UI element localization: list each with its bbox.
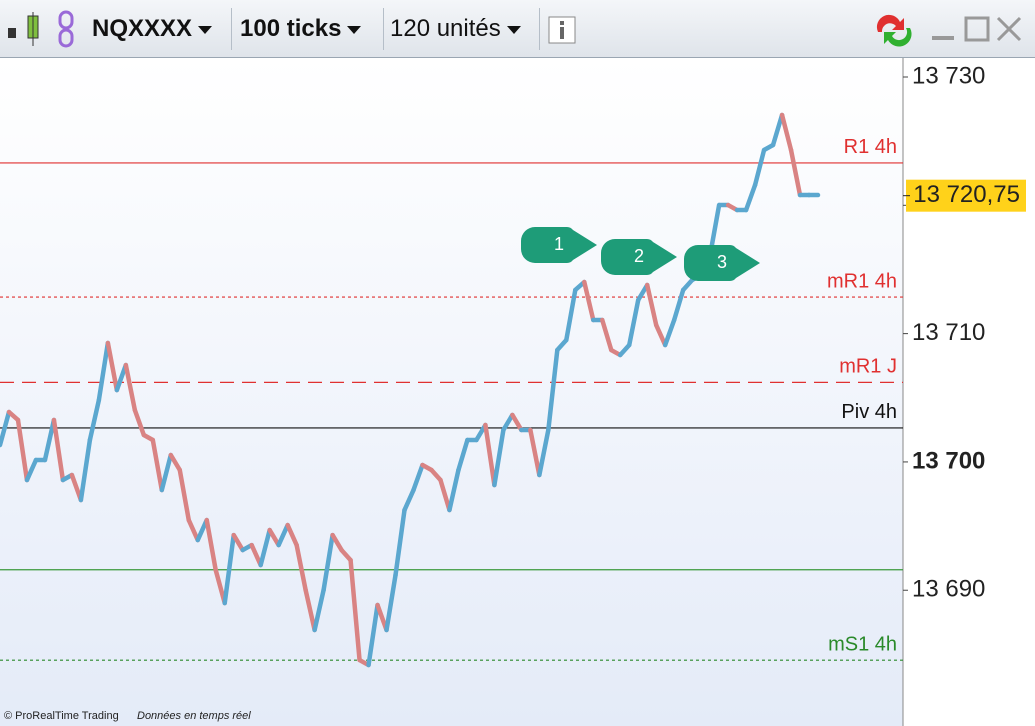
price-segment bbox=[582, 279, 596, 323]
price-segment bbox=[114, 362, 129, 393]
level-label: mR1 J bbox=[839, 356, 897, 378]
close[interactable] bbox=[996, 16, 1022, 42]
price-segment bbox=[78, 437, 93, 503]
price-segment bbox=[528, 427, 542, 478]
price-segment bbox=[564, 287, 578, 343]
price-segment bbox=[231, 532, 245, 553]
last-price-box bbox=[906, 179, 1026, 212]
refresh-button[interactable] bbox=[876, 14, 904, 32]
info-button[interactable] bbox=[548, 16, 576, 44]
price-segment bbox=[752, 147, 767, 188]
price-segment bbox=[501, 412, 515, 433]
y-tick-label: 13 710 bbox=[912, 319, 985, 346]
price-segment bbox=[168, 452, 183, 473]
units: 120 unités bbox=[390, 15, 501, 42]
price-segment bbox=[644, 282, 659, 328]
price-segment bbox=[177, 467, 192, 523]
price-segment bbox=[96, 340, 111, 403]
last-price-label: 13 720,75 bbox=[913, 181, 1020, 208]
period: 100 ticks bbox=[240, 15, 342, 42]
annotation-bubble bbox=[521, 227, 597, 263]
annotation-label: 3 bbox=[717, 252, 727, 272]
window-controls bbox=[876, 14, 1022, 47]
price-segment bbox=[456, 437, 470, 473]
annotation-label: 2 bbox=[634, 246, 644, 266]
minimize[interactable] bbox=[932, 36, 954, 40]
price-segment bbox=[537, 427, 551, 478]
price-segment bbox=[438, 477, 452, 513]
price-segment bbox=[492, 427, 506, 488]
price-segment bbox=[159, 452, 174, 493]
price-segment bbox=[87, 397, 102, 443]
price-segment bbox=[186, 517, 201, 543]
annotation-bubble bbox=[684, 245, 760, 281]
copyright: © ProRealTime Trading bbox=[4, 710, 119, 722]
price-segment bbox=[150, 437, 165, 493]
price-segment bbox=[743, 182, 758, 213]
price-segment bbox=[123, 362, 138, 413]
price-segment bbox=[671, 287, 686, 323]
status: Données en temps réel bbox=[137, 710, 251, 722]
price-segment bbox=[779, 112, 794, 153]
level-label: Piv 4h bbox=[841, 401, 897, 423]
price-segment bbox=[0, 409, 12, 448]
price-segment bbox=[312, 587, 326, 633]
price-segment bbox=[51, 417, 66, 483]
price-segment bbox=[788, 147, 803, 198]
price-segment bbox=[546, 347, 560, 433]
price-segment bbox=[662, 317, 677, 348]
price-segment bbox=[294, 542, 308, 593]
period-selector[interactable]: 100 ticks bbox=[234, 8, 384, 50]
price-segment bbox=[105, 340, 120, 393]
level-label: mR1 4h bbox=[827, 270, 897, 292]
price-segment bbox=[24, 457, 39, 483]
price-segment bbox=[285, 522, 299, 548]
price-segment bbox=[348, 557, 362, 663]
y-tick-label: 13 730 bbox=[912, 62, 985, 89]
y-tick-label: 13 700 bbox=[912, 447, 985, 474]
price-segment bbox=[276, 522, 290, 548]
annotation-label: 1 bbox=[554, 234, 564, 254]
price-segment bbox=[770, 112, 785, 148]
price-segment bbox=[15, 417, 30, 483]
price-segment bbox=[366, 602, 380, 668]
price-segment bbox=[222, 532, 236, 606]
price-segment bbox=[600, 317, 614, 353]
price-segment bbox=[483, 422, 497, 488]
y-tick-label: 13 690 bbox=[912, 576, 985, 603]
price-segment bbox=[384, 572, 398, 633]
units-selector[interactable]: 120 unités bbox=[384, 8, 540, 50]
toolbar: NQXXXX 100 ticks 120 unités bbox=[0, 0, 1035, 58]
symbol: NQXXXX bbox=[92, 15, 193, 42]
price-segment bbox=[42, 417, 57, 463]
annotation-bubble bbox=[601, 239, 677, 275]
toolbar-icons bbox=[8, 10, 74, 48]
price-segment bbox=[258, 527, 272, 568]
price-segment bbox=[393, 507, 407, 578]
price-segment bbox=[204, 517, 218, 573]
level-label: mS1 4h bbox=[828, 633, 897, 655]
price-segment bbox=[626, 297, 641, 348]
symbol-selector[interactable]: NQXXXX bbox=[86, 8, 232, 50]
price-segment bbox=[249, 542, 263, 568]
price-segment bbox=[330, 532, 344, 553]
price-segment bbox=[411, 462, 425, 493]
level-label: R1 4h bbox=[844, 136, 897, 158]
maximize[interactable] bbox=[964, 16, 990, 42]
price-segment bbox=[447, 467, 461, 513]
price-segment bbox=[510, 412, 524, 433]
price-segment bbox=[402, 487, 416, 513]
price-segment bbox=[132, 407, 147, 438]
price-segment bbox=[321, 532, 335, 593]
price-segment bbox=[653, 322, 668, 348]
price-segment bbox=[303, 587, 317, 633]
price-segment bbox=[267, 527, 281, 548]
